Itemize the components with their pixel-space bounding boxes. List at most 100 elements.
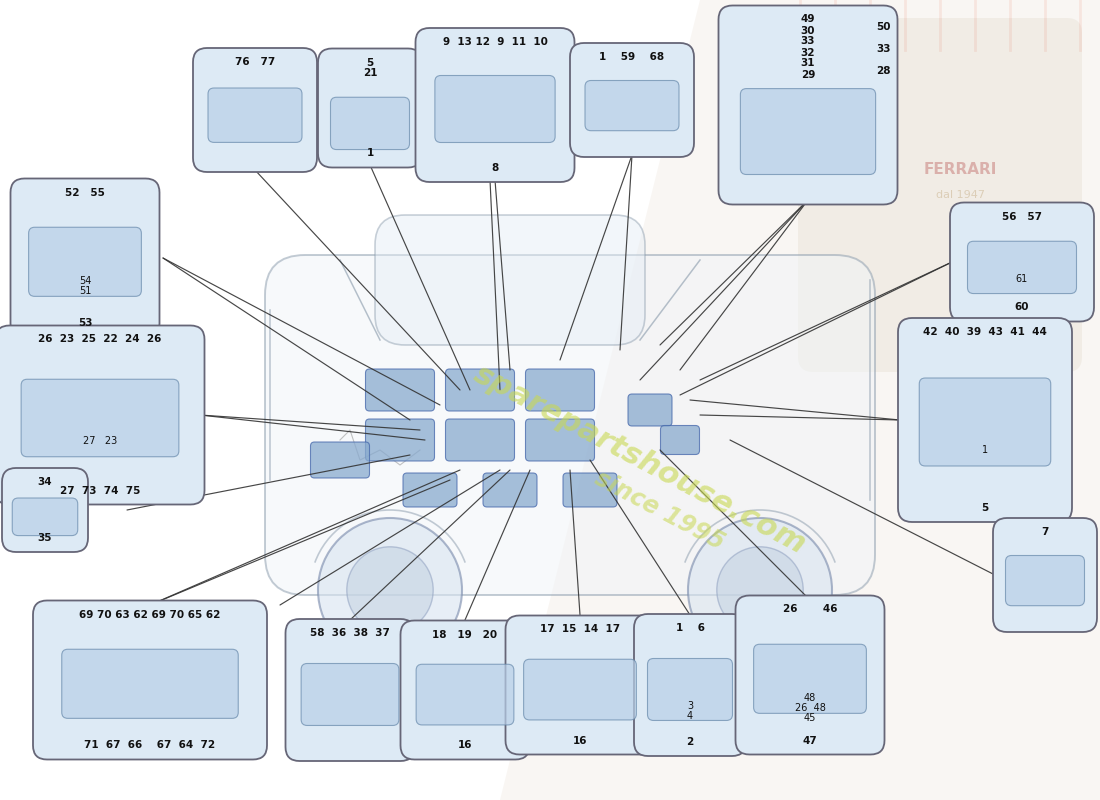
FancyBboxPatch shape	[526, 419, 594, 461]
Text: 50: 50	[876, 22, 891, 33]
FancyBboxPatch shape	[416, 664, 514, 725]
Polygon shape	[500, 0, 1100, 800]
FancyBboxPatch shape	[968, 242, 1077, 294]
Circle shape	[346, 547, 433, 634]
Text: 1: 1	[982, 445, 988, 455]
Text: 71  67  66    67  64  72: 71 67 66 67 64 72	[85, 741, 216, 750]
Text: 35: 35	[37, 533, 53, 543]
FancyBboxPatch shape	[208, 88, 302, 142]
FancyBboxPatch shape	[365, 419, 435, 461]
Circle shape	[318, 518, 462, 662]
Text: 8: 8	[492, 163, 498, 173]
FancyBboxPatch shape	[400, 621, 529, 759]
Text: 34: 34	[37, 477, 53, 487]
FancyBboxPatch shape	[585, 81, 679, 130]
FancyBboxPatch shape	[434, 75, 556, 142]
Text: 27   23: 27 23	[82, 436, 117, 446]
Text: 1: 1	[366, 149, 374, 158]
FancyBboxPatch shape	[403, 473, 456, 507]
FancyBboxPatch shape	[33, 601, 267, 759]
Text: 9  13 12  9  11  10: 9 13 12 9 11 10	[442, 37, 548, 47]
FancyBboxPatch shape	[648, 658, 733, 721]
FancyBboxPatch shape	[446, 369, 515, 411]
Text: 49: 49	[801, 14, 815, 25]
FancyBboxPatch shape	[524, 659, 637, 720]
FancyBboxPatch shape	[634, 614, 746, 756]
FancyBboxPatch shape	[29, 227, 142, 296]
Text: 1    6: 1 6	[675, 623, 704, 633]
Text: 61: 61	[1016, 274, 1028, 284]
Text: sparepartshouse.com: sparepartshouse.com	[469, 360, 811, 560]
FancyBboxPatch shape	[754, 644, 867, 714]
Text: 60: 60	[1014, 302, 1030, 313]
FancyBboxPatch shape	[11, 178, 159, 338]
Text: 51: 51	[79, 286, 91, 296]
FancyBboxPatch shape	[375, 215, 645, 345]
FancyBboxPatch shape	[0, 326, 205, 505]
FancyBboxPatch shape	[12, 498, 78, 536]
FancyBboxPatch shape	[330, 98, 409, 150]
FancyBboxPatch shape	[301, 663, 399, 726]
Text: since 1995: since 1995	[591, 466, 729, 554]
Text: 4: 4	[686, 710, 693, 721]
FancyBboxPatch shape	[192, 48, 317, 172]
FancyBboxPatch shape	[798, 18, 1082, 372]
Text: 26  48: 26 48	[794, 703, 825, 714]
FancyBboxPatch shape	[660, 426, 700, 454]
Text: 56   57: 56 57	[1002, 211, 1042, 222]
Text: 53: 53	[78, 318, 92, 329]
FancyBboxPatch shape	[628, 394, 672, 426]
Text: 28: 28	[876, 66, 891, 77]
Text: 42  40  39  43  41  44: 42 40 39 43 41 44	[923, 327, 1047, 337]
Text: 5: 5	[981, 503, 989, 513]
Text: dal 1947: dal 1947	[935, 190, 984, 200]
Text: 27  73  74  75: 27 73 74 75	[59, 486, 140, 495]
FancyBboxPatch shape	[62, 650, 239, 718]
FancyBboxPatch shape	[736, 595, 884, 754]
Circle shape	[717, 547, 803, 634]
Text: 1    59    68: 1 59 68	[600, 52, 664, 62]
Text: 26       46: 26 46	[783, 605, 837, 614]
Text: 16: 16	[573, 735, 587, 746]
FancyBboxPatch shape	[2, 468, 88, 552]
FancyBboxPatch shape	[898, 318, 1072, 522]
FancyBboxPatch shape	[416, 28, 574, 182]
FancyBboxPatch shape	[310, 442, 370, 478]
FancyBboxPatch shape	[506, 615, 654, 754]
Text: 2: 2	[686, 737, 694, 747]
Text: 33: 33	[801, 37, 815, 46]
Text: 17  15  14  17: 17 15 14 17	[540, 625, 620, 634]
Text: 21: 21	[363, 69, 377, 78]
Text: 45: 45	[804, 714, 816, 723]
FancyBboxPatch shape	[718, 6, 898, 205]
Text: 3: 3	[686, 701, 693, 710]
Text: 76   77: 76 77	[235, 57, 275, 67]
FancyBboxPatch shape	[21, 379, 179, 457]
Text: 26  23  25  22  24  26: 26 23 25 22 24 26	[39, 334, 162, 345]
FancyBboxPatch shape	[265, 255, 874, 595]
FancyBboxPatch shape	[526, 369, 594, 411]
Text: 52   55: 52 55	[65, 187, 104, 198]
Text: 54: 54	[79, 276, 91, 286]
FancyBboxPatch shape	[1005, 555, 1085, 606]
Text: 31: 31	[801, 58, 815, 69]
Text: 32: 32	[801, 47, 815, 58]
FancyBboxPatch shape	[318, 49, 422, 167]
Text: 16: 16	[458, 741, 472, 750]
Text: FERRARI: FERRARI	[923, 162, 997, 178]
Text: 69 70 63 62 69 70 65 62: 69 70 63 62 69 70 65 62	[79, 610, 221, 619]
FancyBboxPatch shape	[570, 43, 694, 157]
FancyBboxPatch shape	[365, 369, 435, 411]
FancyBboxPatch shape	[563, 473, 617, 507]
Text: 33: 33	[876, 45, 891, 54]
FancyBboxPatch shape	[740, 89, 876, 174]
Text: 29: 29	[801, 70, 815, 79]
Text: 18   19   20: 18 19 20	[432, 630, 497, 639]
Text: 7: 7	[1042, 527, 1048, 537]
FancyBboxPatch shape	[993, 518, 1097, 632]
FancyBboxPatch shape	[483, 473, 537, 507]
Text: 58  36  38  37: 58 36 38 37	[310, 628, 389, 638]
Text: 47: 47	[803, 735, 817, 746]
Text: 48: 48	[804, 694, 816, 703]
Text: 30: 30	[801, 26, 815, 35]
